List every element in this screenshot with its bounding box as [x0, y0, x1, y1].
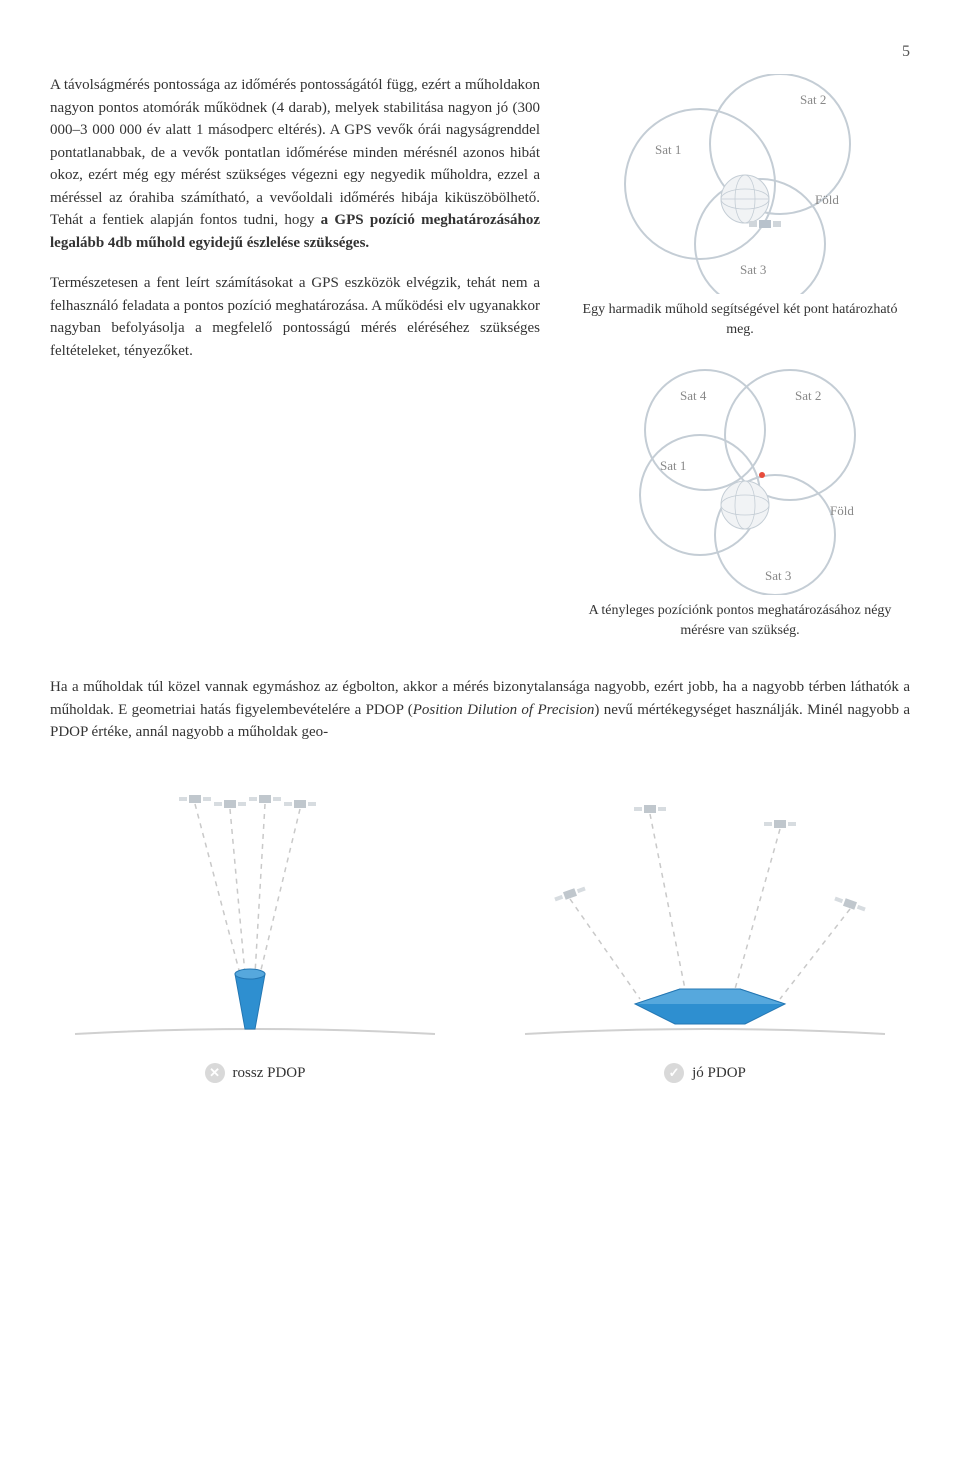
sat4-label: Sat 4: [680, 388, 707, 403]
diagram-three-sats: Sat 1 Sat 2 Sat 3 Föld Egy harmadik műho…: [570, 74, 910, 355]
diagram2-caption: A tényleges pozíciónk pontos meghatározá…: [570, 601, 910, 640]
earth-icon: [721, 175, 769, 223]
earth-label: Föld: [815, 192, 839, 207]
diagram1-caption: Egy harmadik műhold segítségével két pon…: [570, 300, 910, 339]
pdop-bad-label-row: ✕ rossz PDOP: [205, 1062, 306, 1085]
fullpara-italic: Position Dilution of Precision: [413, 702, 595, 718]
full-width-paragraph: Ha a műholdak túl közel vannak egymáshoz…: [50, 676, 910, 744]
sat1-label: Sat 1: [655, 142, 681, 157]
paragraph-2: Természetesen a fent leírt számításokat …: [50, 272, 540, 362]
sat1-label-2: Sat 1: [660, 458, 686, 473]
position-marker: [759, 472, 765, 478]
sat2-label: Sat 2: [800, 92, 826, 107]
sat3-label-2: Sat 3: [765, 568, 791, 583]
page-number: 5: [50, 40, 910, 64]
sat2-label-2: Sat 2: [795, 388, 821, 403]
two-column-layout: A távolságmérés pontossága az időmérés p…: [50, 74, 910, 656]
pdop-good-svg: [515, 774, 895, 1054]
diagram-four-sats: Sat 4 Sat 2 Sat 1 Sat 3 Föld A tényleges…: [570, 355, 910, 656]
earth-label-2: Föld: [830, 503, 854, 518]
pdop-good-column: ✓ jó PDOP: [500, 774, 910, 1085]
earth-icon-2: [721, 481, 769, 529]
cross-icon: ✕: [205, 1063, 225, 1083]
pdop-bad-column: ✕ rossz PDOP: [50, 774, 460, 1085]
pdop-good-label: jó PDOP: [692, 1062, 746, 1085]
paragraph-1: A távolságmérés pontossága az időmérés p…: [50, 74, 540, 254]
pdop-illustration-row: ✕ rossz PDOP ✓ jó PDOP: [50, 774, 910, 1085]
pdop-good-label-row: ✓ jó PDOP: [664, 1062, 746, 1085]
pdop-bad-svg: [65, 774, 445, 1054]
pdop-bad-label: rossz PDOP: [233, 1062, 306, 1085]
receiver-icon: [749, 220, 781, 228]
diagram2-svg: Sat 4 Sat 2 Sat 1 Sat 3 Föld: [590, 355, 890, 595]
diagram1-svg: Sat 1 Sat 2 Sat 3 Föld: [590, 74, 890, 294]
sat-spread: [554, 805, 867, 913]
check-icon: ✓: [664, 1063, 684, 1083]
p1-text: A távolságmérés pontossága az időmérés p…: [50, 77, 540, 228]
left-column: A távolságmérés pontossága az időmérés p…: [50, 74, 540, 656]
right-column: Sat 1 Sat 2 Sat 3 Föld Egy harmadik műho…: [570, 74, 910, 656]
sat-cluster: [179, 795, 316, 808]
sat3-label: Sat 3: [740, 262, 766, 277]
